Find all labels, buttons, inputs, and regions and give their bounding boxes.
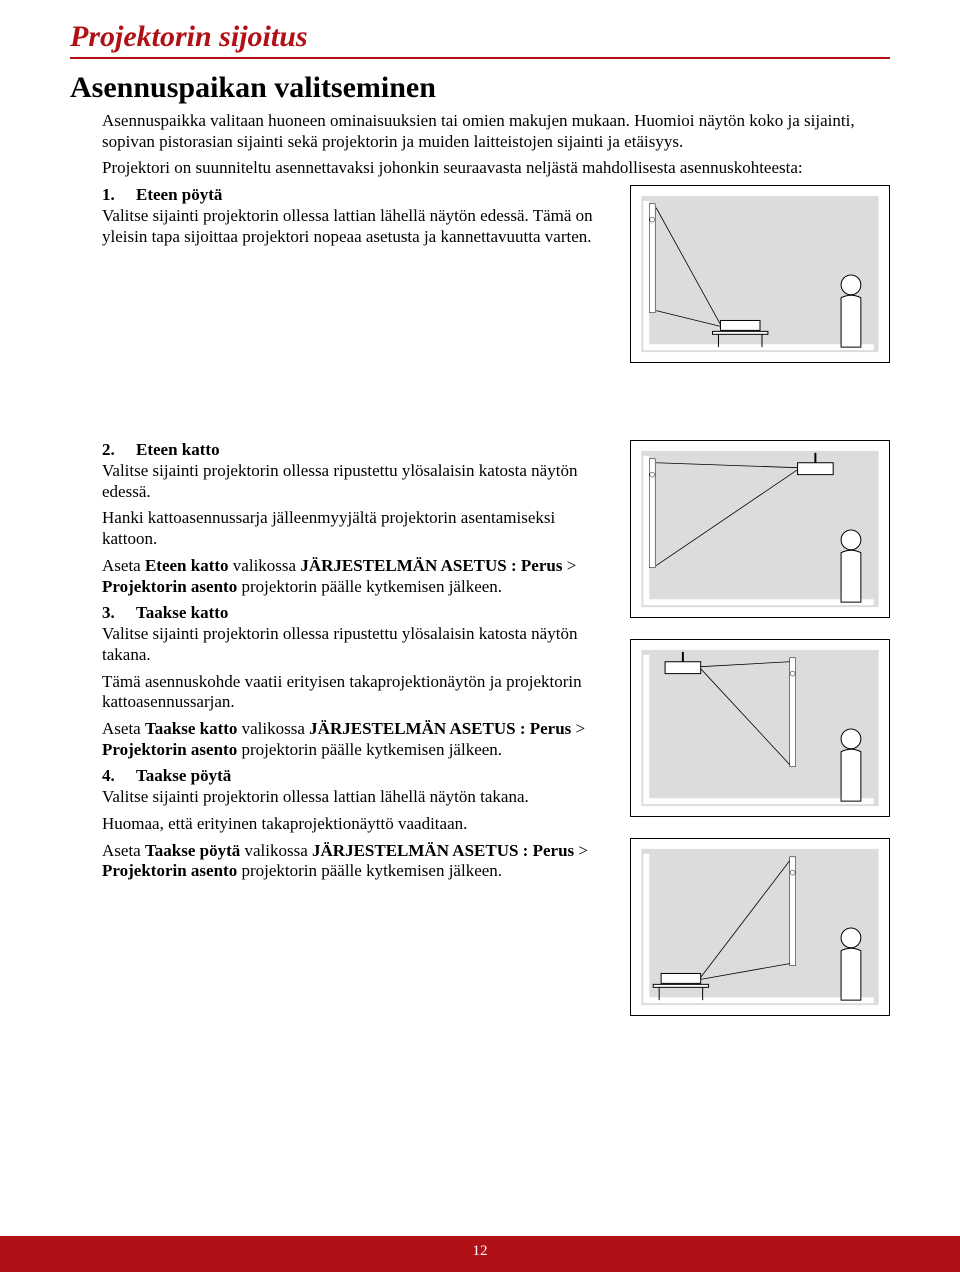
diagram-front-ceiling xyxy=(630,440,890,618)
item-3-label: Taakse katto xyxy=(136,603,228,622)
item-2-p2: Hanki kattoasennussarja jälleenmyyjältä … xyxy=(102,508,610,549)
item-2-num: 2. xyxy=(102,440,136,461)
t: Aseta xyxy=(102,719,145,738)
item-4-p3: Aseta Taakse pöytä valikossa JÄRJESTELMÄ… xyxy=(102,841,610,882)
item-4: 4.Taakse pöytä Valitse sijainti projekto… xyxy=(102,766,610,807)
item-4-num: 4. xyxy=(102,766,136,787)
item-2-label: Eteen katto xyxy=(136,440,220,459)
item-1-label: Eteen pöytä xyxy=(136,185,222,204)
t: Projektorin asento xyxy=(102,740,237,759)
item-3-p3: Aseta Taakse katto valikossa JÄRJESTELMÄ… xyxy=(102,719,610,760)
t: > xyxy=(571,719,585,738)
t: Projektorin asento xyxy=(102,861,237,880)
item-2: 2.Eteen katto Valitse sijainti projektor… xyxy=(102,440,610,502)
item-2-p3: Aseta Eteen katto valikossa JÄRJESTELMÄN… xyxy=(102,556,610,597)
section-title: Asennuspaikan valitseminen xyxy=(70,71,890,105)
intro-para-1: Asennuspaikka valitaan huoneen ominaisuu… xyxy=(70,111,890,152)
t: valikossa xyxy=(237,719,309,738)
item-3-num: 3. xyxy=(102,603,136,624)
diagram-rear-ceiling xyxy=(630,639,890,817)
item-1: 1.Eteen pöytä Valitse sijainti projektor… xyxy=(102,185,610,247)
item-2-body: Valitse sijainti projektorin ollessa rip… xyxy=(102,461,610,502)
t: Aseta xyxy=(102,841,145,860)
item-3-p2: Tämä asennuskohde vaatii erityisen takap… xyxy=(102,672,610,713)
t: Eteen katto xyxy=(145,556,229,575)
diagram-rear-table xyxy=(630,838,890,1016)
item-1-body: Valitse sijainti projektorin ollessa lat… xyxy=(102,206,610,247)
item-4-label: Taakse pöytä xyxy=(136,766,231,785)
t: Taakse katto xyxy=(145,719,237,738)
t: Aseta xyxy=(102,556,145,575)
t: > xyxy=(562,556,576,575)
item-4-body: Valitse sijainti projektorin ollessa lat… xyxy=(102,787,610,808)
t: projektorin päälle kytkemisen jälkeen. xyxy=(237,740,502,759)
t: JÄRJESTELMÄN ASETUS : Perus xyxy=(300,556,562,575)
item-2-row: 2.Eteen katto Valitse sijainti projektor… xyxy=(70,440,890,1021)
t: valikossa xyxy=(229,556,301,575)
t: JÄRJESTELMÄN ASETUS : Perus xyxy=(309,719,571,738)
t: valikossa xyxy=(240,841,312,860)
t: Projektorin asento xyxy=(102,577,237,596)
footer-bar: 12 xyxy=(0,1236,960,1272)
page-title: Projektorin sijoitus xyxy=(70,20,890,59)
t: > xyxy=(574,841,588,860)
diagram-front-table xyxy=(630,185,890,363)
item-3: 3.Taakse katto Valitse sijainti projekto… xyxy=(102,603,610,665)
t: projektorin päälle kytkemisen jälkeen. xyxy=(237,861,502,880)
t: JÄRJESTELMÄN ASETUS : Perus xyxy=(312,841,574,860)
page-number: 12 xyxy=(473,1243,488,1259)
t: projektorin päälle kytkemisen jälkeen. xyxy=(237,577,502,596)
item-4-p2: Huomaa, että erityinen takaprojektionäyt… xyxy=(102,814,610,835)
intro-para-2: Projektori on suunniteltu asennettavaksi… xyxy=(70,158,890,179)
item-1-num: 1. xyxy=(102,185,136,206)
item-1-row: 1.Eteen pöytä Valitse sijainti projektor… xyxy=(70,185,890,368)
t: Taakse pöytä xyxy=(145,841,240,860)
item-3-body: Valitse sijainti projektorin ollessa rip… xyxy=(102,624,610,665)
